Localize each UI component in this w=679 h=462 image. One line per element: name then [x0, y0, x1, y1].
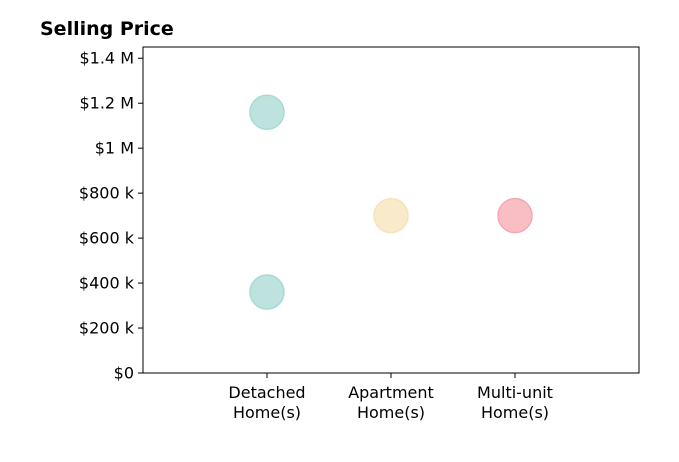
- y-tick-label: $400 k: [79, 274, 135, 293]
- chart-title: Selling Price: [40, 18, 174, 40]
- data-point: [249, 94, 285, 130]
- y-tick-label: $0: [114, 364, 134, 383]
- data-point: [497, 197, 533, 234]
- y-tick-label: $1.4 M: [79, 49, 134, 68]
- y-axis: $0 $200 k $400 k $600 k $800 k $1 M $1.2 M $1.4…: [79, 49, 143, 383]
- y-tick-label: $600 k: [79, 229, 135, 248]
- y-tick-label: $1.2 M: [79, 94, 134, 113]
- data-points: [249, 94, 533, 310]
- x-tick-label: Apartment Home(s): [348, 383, 434, 422]
- y-tick-label: $200 k: [79, 319, 135, 338]
- x-tick-label: Multi-unit Home(s): [477, 383, 553, 422]
- x-axis: Detached Home(s) Apartment Home(s) Multi-uni…: [228, 373, 553, 422]
- y-tick-label: $800 k: [79, 184, 135, 203]
- data-point: [373, 197, 409, 234]
- data-point: [249, 274, 285, 310]
- y-tick-label: $1 M: [95, 139, 134, 158]
- x-tick-label: Detached Home(s): [228, 383, 305, 422]
